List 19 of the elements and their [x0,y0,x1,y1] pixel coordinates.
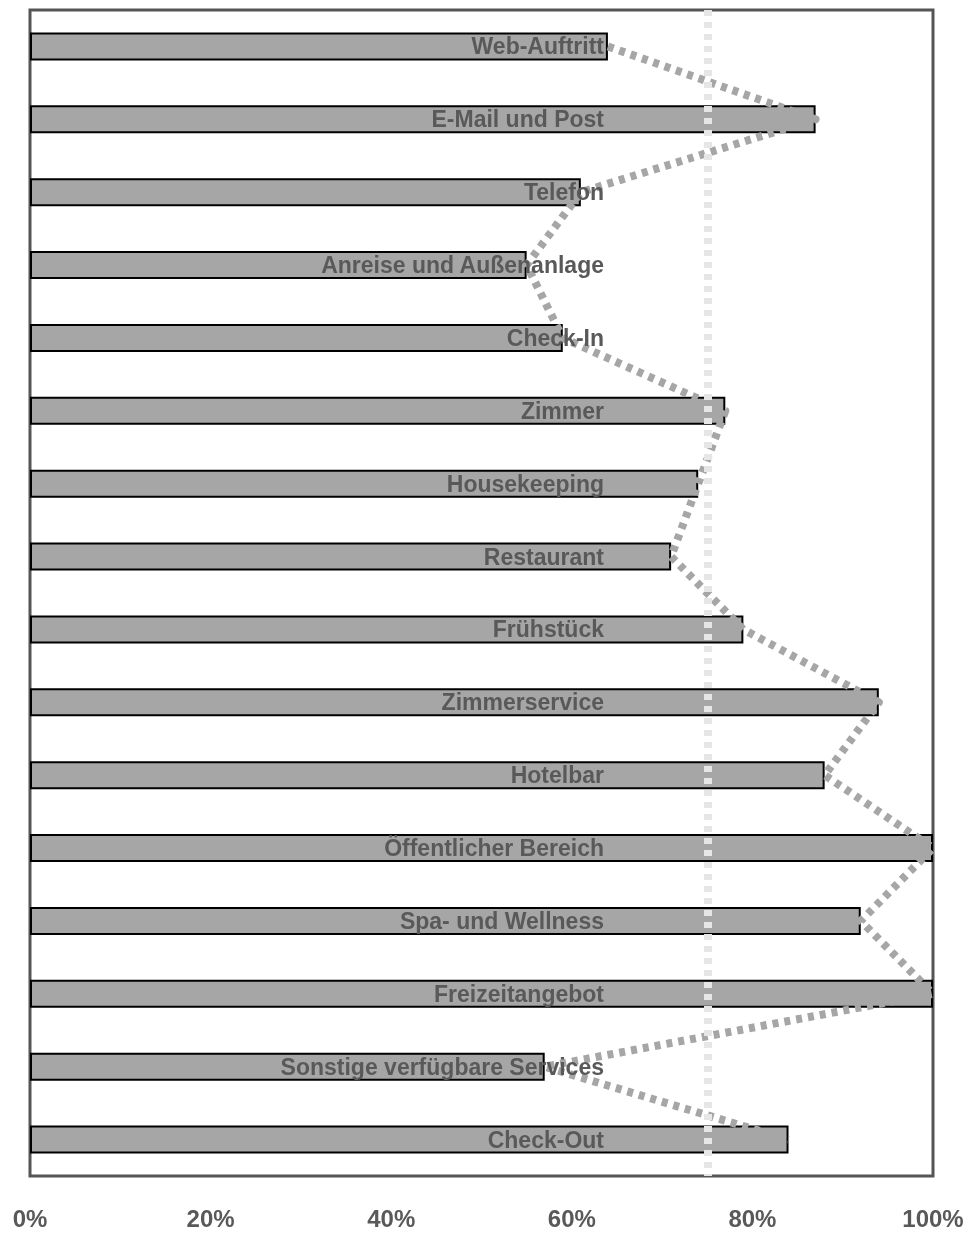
y-tick-label: E-Mail und Post [431,106,605,133]
y-tick-label: Restaurant [483,543,605,570]
y-tick-label: Spa- und Wellness [399,907,604,934]
y-tick-label: Anreise und Außenanlage [321,252,604,279]
y-tick-label: Freizeitangebot [434,980,605,1007]
x-tick-label: 20% [186,1204,235,1232]
x-tick-label: 0% [12,1204,48,1232]
x-tick-label: 60% [547,1204,596,1232]
x-tick-label: 40% [367,1204,416,1232]
y-tick-label: Zimmer [520,397,605,424]
y-tick-label: Öffentlicher Bereich [384,835,604,862]
y-tick-label: Web-Auftritt [471,33,605,60]
x-tick-label: 100% [902,1204,964,1232]
y-tick-label: Frühstück [492,616,605,643]
y-tick-label: Housekeeping [446,470,604,497]
x-tick-label: 80% [728,1204,777,1232]
y-tick-label: Zimmerservice [441,689,604,716]
y-tick-label: Hotelbar [510,762,605,789]
y-tick-label: Check-Out [487,1126,605,1153]
